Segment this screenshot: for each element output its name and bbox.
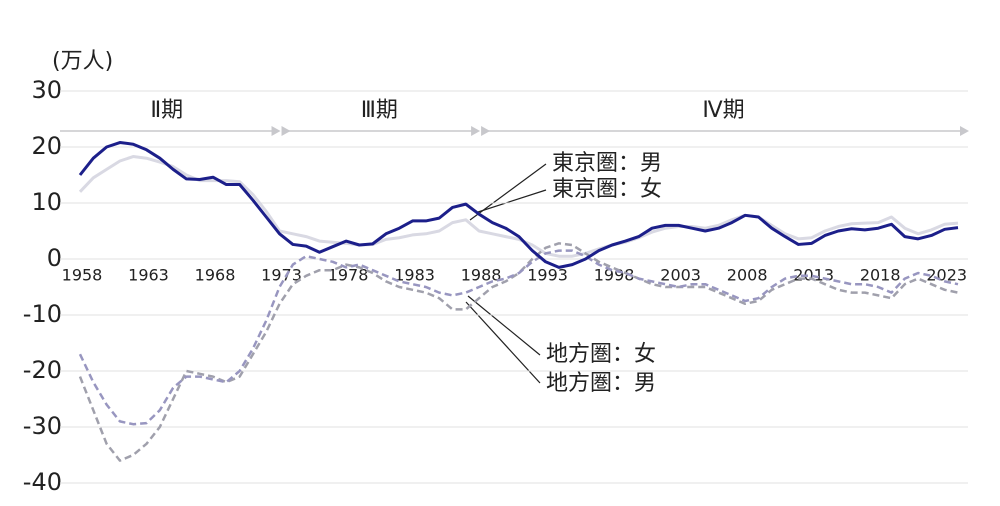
period-label: Ⅳ期	[702, 98, 744, 123]
arrow-head	[271, 126, 281, 136]
x-tick-label: 2003	[660, 266, 701, 285]
arrow-head	[471, 126, 481, 136]
series-line	[78, 249, 959, 426]
x-tick-label: 2008	[727, 266, 768, 285]
y-tick-label: -10	[23, 300, 62, 328]
x-tick-label: 1983	[394, 266, 435, 285]
arrow-head	[960, 126, 969, 136]
x-tick-label: 2023	[926, 266, 967, 285]
leader-line	[477, 189, 547, 213]
series-line	[78, 155, 959, 258]
arrow-tail	[281, 126, 291, 136]
x-tick-label: 1988	[461, 266, 502, 285]
y-tick-label: 0	[47, 244, 62, 272]
x-tick-label: 1993	[527, 266, 568, 285]
series-label: 地方圏：女	[546, 342, 656, 367]
y-tick-label: -30	[23, 412, 62, 440]
series-label: 東京圏：女	[552, 177, 662, 202]
period-label: Ⅱ期	[150, 98, 183, 123]
x-tick-label: 2018	[860, 266, 901, 285]
series-line	[78, 141, 959, 269]
series-line	[78, 242, 959, 462]
y-tick-label: 30	[31, 76, 62, 104]
arrow-tail	[481, 126, 491, 136]
y-tick-label: 10	[31, 188, 62, 216]
y-tick-label: -40	[23, 468, 62, 496]
y-tick-label: -20	[23, 356, 62, 384]
x-tick-label: 1973	[261, 266, 302, 285]
period-label: Ⅲ期	[361, 98, 398, 123]
y-axis-label: (万人)	[52, 49, 113, 74]
series-label: 東京圏：男	[552, 151, 662, 176]
series-label: 地方圏：男	[546, 371, 656, 396]
x-tick-label: 1958	[62, 266, 103, 285]
leader-line	[467, 295, 541, 356]
x-tick-label: 1978	[328, 266, 369, 285]
leader-line	[469, 163, 547, 221]
x-tick-label: 1963	[128, 266, 169, 285]
x-tick-label: 1998	[594, 266, 635, 285]
x-tick-label: 1968	[195, 266, 236, 285]
y-tick-label: 20	[31, 132, 62, 160]
